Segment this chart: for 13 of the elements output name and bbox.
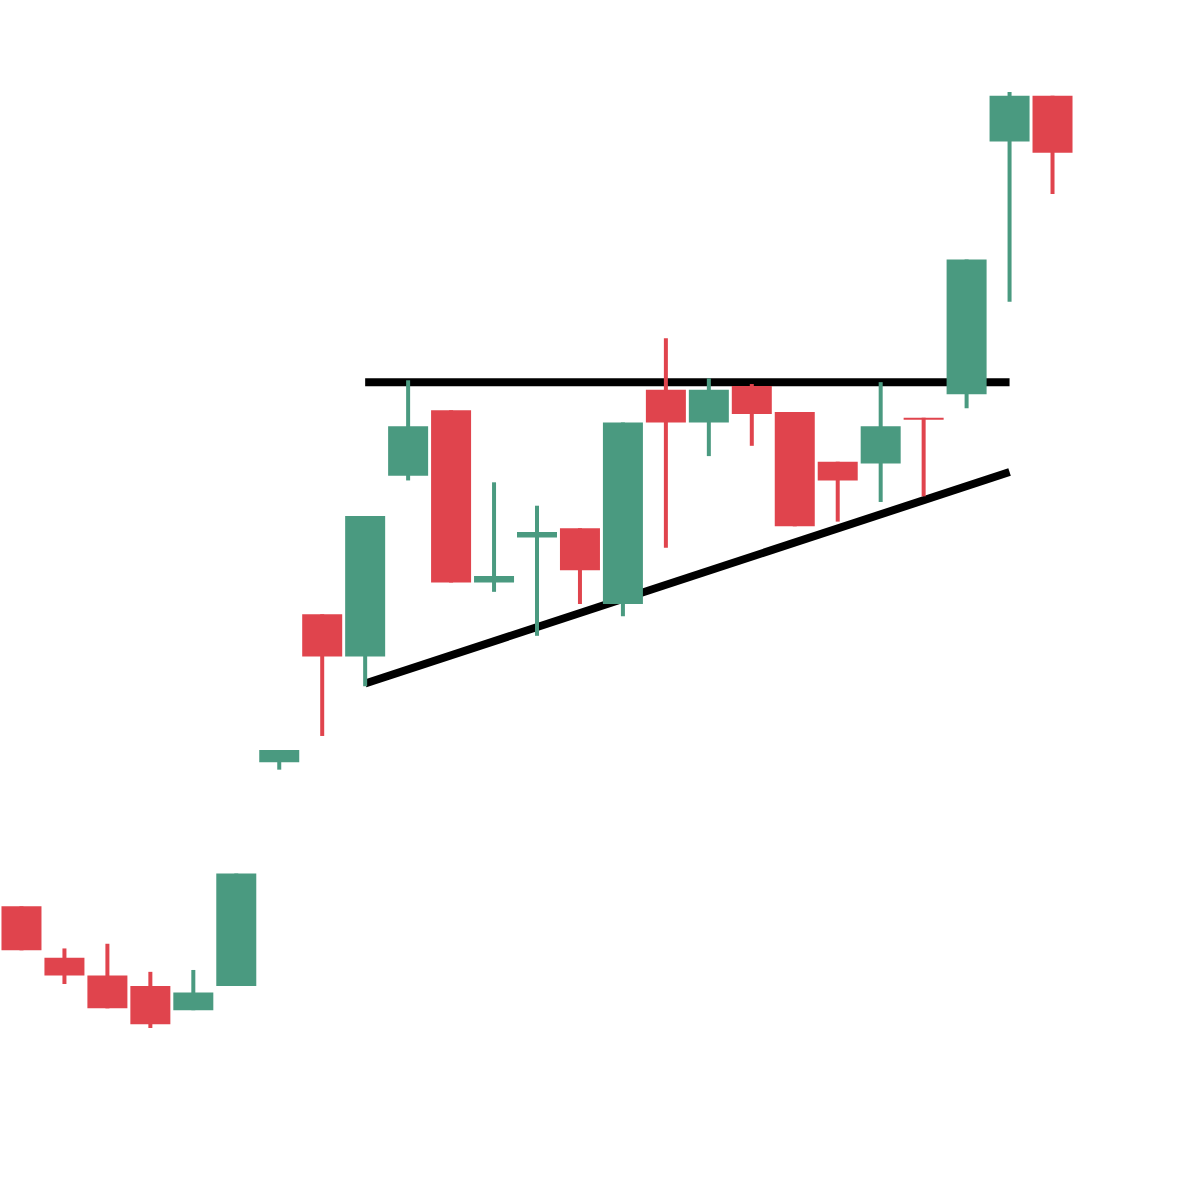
candlestick <box>688 376 729 459</box>
candlestick <box>517 503 557 638</box>
candlestick <box>302 612 343 738</box>
candlestick <box>1 904 42 953</box>
candlestick <box>860 380 901 504</box>
candlestick <box>173 967 214 1013</box>
candlestick <box>989 90 1030 304</box>
candlestick <box>559 526 600 606</box>
candlestick <box>474 480 515 594</box>
candlestick <box>44 946 85 987</box>
candlestick <box>903 415 944 499</box>
candlestick <box>645 336 686 550</box>
candlestick <box>259 748 300 772</box>
